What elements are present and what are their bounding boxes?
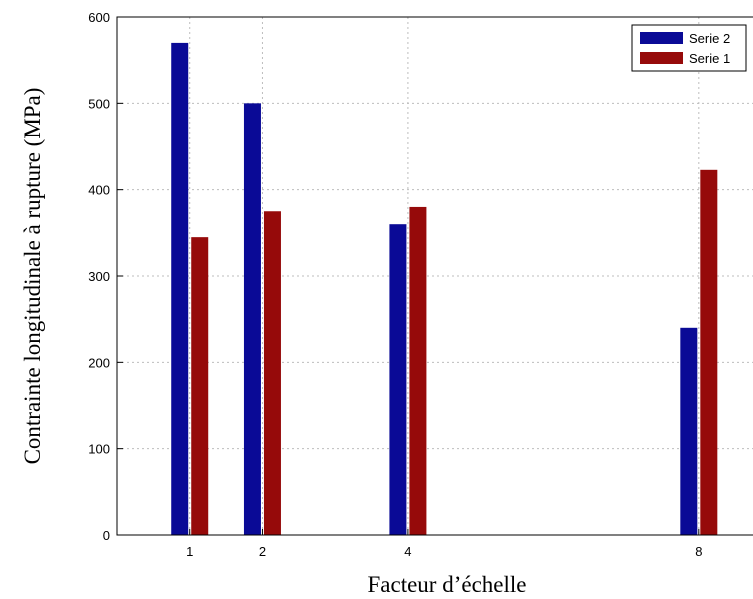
bar-serie-2-x4 xyxy=(389,224,407,535)
bar-serie-2-x1 xyxy=(171,42,189,536)
bar-serie-1-x8 xyxy=(700,169,718,535)
y-tick-label: 300 xyxy=(88,269,110,284)
y-tick-label: 500 xyxy=(88,96,110,111)
legend-label-serie-1: Serie 1 xyxy=(689,51,730,66)
bar-serie-2-x8 xyxy=(680,327,698,535)
legend-label-serie-2: Serie 2 xyxy=(689,31,730,46)
x-tick-label: 2 xyxy=(259,544,266,559)
bar-serie-1-x4 xyxy=(409,206,427,535)
x-tick-label: 8 xyxy=(695,544,702,559)
y-tick-label: 100 xyxy=(88,442,110,457)
y-axis-label: Contrainte longitudinale à rupture (MPa) xyxy=(20,88,45,465)
y-tick-label: 400 xyxy=(88,183,110,198)
legend-swatch-serie-2 xyxy=(640,32,683,44)
x-axis-label: Facteur d’échelle xyxy=(368,572,527,597)
grid-lines xyxy=(117,17,753,535)
legend-swatch-serie-1 xyxy=(640,52,683,64)
x-tick-label: 1 xyxy=(186,544,193,559)
y-tick-label: 600 xyxy=(88,10,110,25)
axis-ticks: 0 100 200 300 400 500 600 1 2 4 8 xyxy=(88,10,702,559)
y-tick-label: 200 xyxy=(88,355,110,370)
bars-group xyxy=(171,42,718,536)
bar-serie-1-x2 xyxy=(263,211,281,535)
bar-serie-2-x2 xyxy=(243,103,261,535)
y-tick-label: 0 xyxy=(103,528,110,543)
x-tick-label: 4 xyxy=(404,544,411,559)
legend: Serie 2 Serie 1 xyxy=(631,24,747,72)
bar-serie-1-x1 xyxy=(191,237,209,535)
